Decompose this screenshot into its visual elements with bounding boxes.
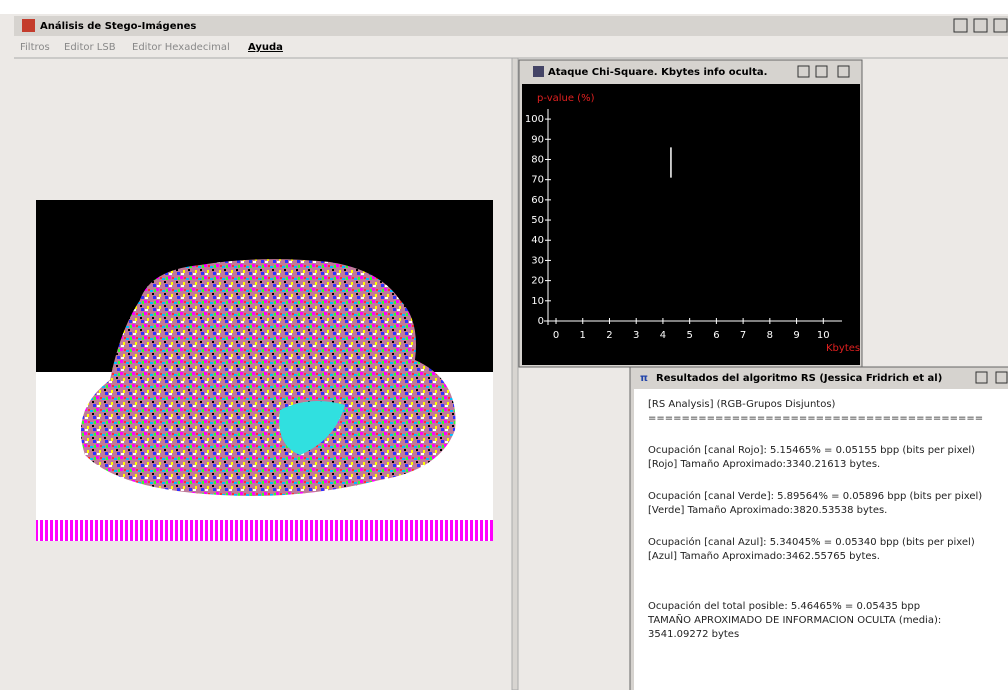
y-tick-label: 0 [538,316,544,327]
x-tick-label: 6 [713,330,719,341]
x-tick-label: 5 [686,330,692,341]
x-tick-label: 4 [660,330,666,341]
menu-item[interactable]: Editor Hexadecimal [132,42,230,53]
frame-title: Resultados del algoritmo RS (Jessica Fri… [656,373,942,384]
rs-line: [Rojo] Tamaño Aproximado:3340.21613 byte… [648,459,880,470]
y-tick-label: 80 [531,154,544,165]
frame-title: Ataque Chi-Square. Kbytes info oculta. [548,67,767,78]
image-stripe [36,520,493,541]
x-axis-label: Kbytes [826,343,860,354]
rs-line: Ocupación del total posible: 5.46465% = … [648,600,920,612]
y-tick-label: 90 [531,134,544,145]
y-tick-label: 70 [531,175,544,186]
plot-area [522,84,860,365]
page: Análisis de Stego-Imágenes Filtros Edito… [0,0,1008,690]
x-tick-label: 8 [767,330,773,341]
y-tick-label: 100 [525,114,544,125]
x-tick-label: 7 [740,330,746,341]
app-icon [22,19,35,32]
rs-line: ======================================== [648,413,983,424]
rs-line: 3541.09272 bytes [648,629,739,640]
rs-line: TAMAÑO APROXIMADO DE INFORMACION OCULTA … [647,613,941,626]
stego-image [36,200,493,541]
x-tick-label: 9 [793,330,799,341]
rs-line: [Azul] Tamaño Aproximado:3462.55765 byte… [648,551,880,562]
x-tick-label: 2 [606,330,612,341]
y-tick-label: 50 [531,215,544,226]
y-tick-label: 60 [531,195,544,206]
menu-item[interactable]: Editor LSB [64,42,116,53]
y-tick-label: 40 [531,235,544,246]
frame-icon [533,66,544,77]
y-axis-label: p-value (%) [537,93,595,104]
menu-item[interactable]: Filtros [20,42,50,53]
y-tick-label: 30 [531,255,544,266]
y-tick-label: 10 [531,296,544,307]
screen: Análisis de Stego-Imágenes Filtros Edito… [0,0,1008,690]
menu-item[interactable]: Ayuda [248,42,283,53]
y-tick-label: 20 [531,276,544,287]
rs-frame: π Resultados del algoritmo RS (Jessica F… [630,367,1008,690]
top-strip [0,0,1008,14]
window-title: Análisis de Stego-Imágenes [40,20,196,32]
x-tick-label: 0 [553,330,559,341]
chi-frame: Ataque Chi-Square. Kbytes info oculta. p… [519,60,862,367]
rs-line: [RS Analysis] (RGB-Grupos Disjuntos) [648,399,836,410]
rs-line: Ocupación [canal Azul]: 5.34045% = 0.053… [648,536,975,548]
split-divider[interactable] [512,58,518,690]
rs-line: [Verde] Tamaño Aproximado:3820.53538 byt… [648,505,887,516]
x-tick-label: 1 [580,330,586,341]
frame-icon: π [640,373,648,384]
x-tick-label: 10 [817,330,830,341]
x-tick-label: 3 [633,330,639,341]
rs-line: Ocupación [canal Verde]: 5.89564% = 0.05… [648,490,982,502]
rs-line: Ocupación [canal Rojo]: 5.15465% = 0.051… [648,444,975,456]
